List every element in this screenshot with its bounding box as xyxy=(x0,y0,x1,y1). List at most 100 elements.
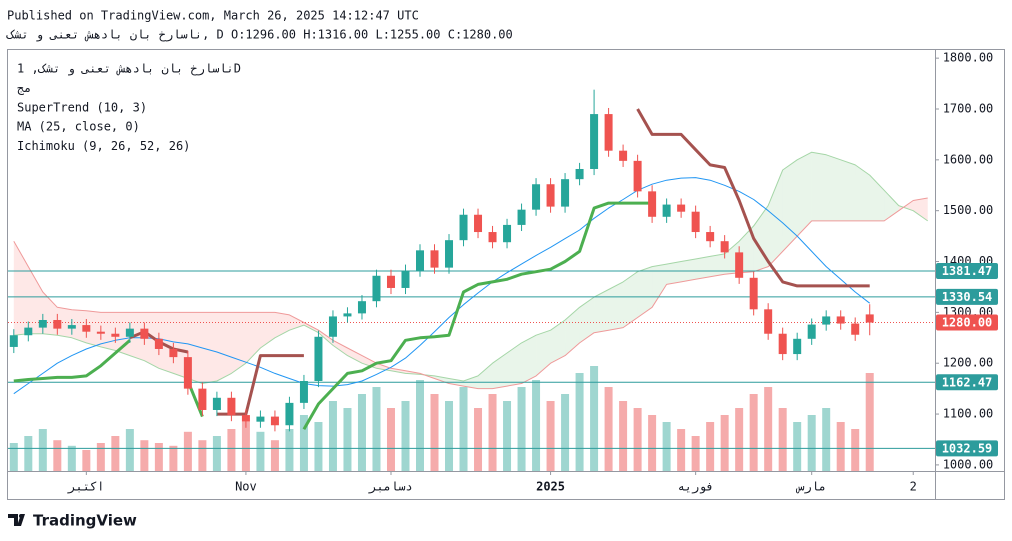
x-tick-label: فوریه xyxy=(678,480,714,495)
x-tick-label: Nov xyxy=(235,480,257,494)
cloud-fill xyxy=(768,170,783,267)
last-price-box xyxy=(936,314,998,331)
volume-bar xyxy=(125,429,134,471)
volume-bar xyxy=(285,429,294,471)
volume-bar xyxy=(749,394,758,471)
volume-bar xyxy=(778,408,787,471)
volume-bar xyxy=(822,408,831,471)
volume-bar xyxy=(198,440,207,471)
volume-bar xyxy=(546,401,555,471)
volume-bar xyxy=(720,415,729,471)
volume-bar xyxy=(662,422,671,471)
volume-bar xyxy=(343,408,352,471)
volume-bar xyxy=(836,422,845,471)
candle-body xyxy=(38,319,47,328)
volume-bar xyxy=(82,450,91,471)
candle-body xyxy=(662,204,671,217)
x-tick-label: 2025 xyxy=(536,480,565,494)
candle-body xyxy=(619,150,628,161)
y-tick-label: 1500.00 xyxy=(943,203,994,217)
candle-body xyxy=(140,328,149,339)
cloud-fill xyxy=(347,347,362,364)
candle-body xyxy=(590,114,599,169)
candle-body xyxy=(53,319,62,329)
candle-body xyxy=(735,252,744,278)
cloud-fill xyxy=(28,266,43,334)
candle-body xyxy=(96,331,105,334)
cloud-fill xyxy=(86,310,101,347)
volume-bar xyxy=(386,408,395,471)
cloud-fill xyxy=(13,241,29,336)
volume-bar xyxy=(430,394,439,471)
level-label: 1381.47 xyxy=(942,264,993,278)
cloud-fill xyxy=(637,266,653,318)
volume-bar xyxy=(241,422,250,471)
candle-body xyxy=(488,232,497,243)
x-tick-label: 2 xyxy=(910,480,917,494)
volume-bar xyxy=(445,401,454,471)
candle-body xyxy=(9,335,18,347)
cloud-fill xyxy=(332,340,348,356)
volume-bar xyxy=(416,380,424,471)
volume-bar xyxy=(270,440,279,471)
cloud-fill xyxy=(811,152,827,221)
candle-body xyxy=(299,381,308,403)
candle-body xyxy=(357,301,366,314)
volume-bar xyxy=(140,440,149,471)
cloud-fill xyxy=(492,353,508,389)
volume-bar xyxy=(488,394,497,471)
cloud-fill xyxy=(245,312,261,364)
volume-bar xyxy=(53,440,62,471)
candle-body xyxy=(778,333,787,355)
cloud-fill xyxy=(681,258,696,282)
legend-supertrend: SuperTrend (10, 3) xyxy=(17,100,147,114)
y-tick-label: 1200.00 xyxy=(943,356,994,370)
y-tick-label: 1800.00 xyxy=(943,51,994,65)
candle-body xyxy=(241,415,250,422)
legend-subtitle: مج xyxy=(17,81,31,95)
candle-body xyxy=(691,211,700,233)
level-box xyxy=(936,262,998,279)
cloud-fill xyxy=(840,159,856,221)
cloud-fill xyxy=(260,312,275,348)
legend-ma: MA (25, close, 0) xyxy=(17,120,140,134)
last-price-label: 1280.00 xyxy=(942,316,993,330)
volume-bar xyxy=(561,394,570,471)
cloud-fill xyxy=(521,335,537,384)
volume-bar xyxy=(706,422,715,471)
span-b-line xyxy=(13,197,928,390)
legend-title: ناسارخ بان بادهش تعنى و تشک, 1D xyxy=(17,62,241,77)
cloud-fill xyxy=(129,312,145,361)
plot-area xyxy=(8,89,935,471)
brand-dot xyxy=(19,514,23,518)
candle-body xyxy=(227,397,236,416)
volume-bar xyxy=(169,445,178,471)
candle-body xyxy=(24,327,33,336)
volume-bar xyxy=(764,387,773,471)
cloud-fill xyxy=(536,330,551,376)
y-tick-label: 1000.00 xyxy=(943,457,994,471)
volume-bar xyxy=(67,445,76,471)
cloud-fill xyxy=(565,307,580,356)
volume-bar xyxy=(604,387,613,471)
cloud-fill xyxy=(826,154,841,221)
volume-bar xyxy=(459,387,468,471)
candle-body xyxy=(561,179,570,207)
volume-bar xyxy=(38,429,47,471)
candle-body xyxy=(459,214,468,241)
candle-body xyxy=(256,416,265,422)
cloud-fill xyxy=(695,256,711,280)
cloud-fill xyxy=(550,319,566,364)
volume-bar xyxy=(648,415,657,471)
volume-bar xyxy=(677,429,686,471)
candle-body xyxy=(416,250,424,271)
x-tick-label: اکتبر xyxy=(67,480,104,495)
cloud-fill xyxy=(782,159,798,252)
cloud-fill xyxy=(100,312,116,351)
candle-body xyxy=(793,338,802,355)
x-tick-label: مارس xyxy=(795,480,826,495)
volume-bar xyxy=(299,415,308,471)
candle-body xyxy=(851,323,860,335)
volume-bar xyxy=(517,387,526,471)
